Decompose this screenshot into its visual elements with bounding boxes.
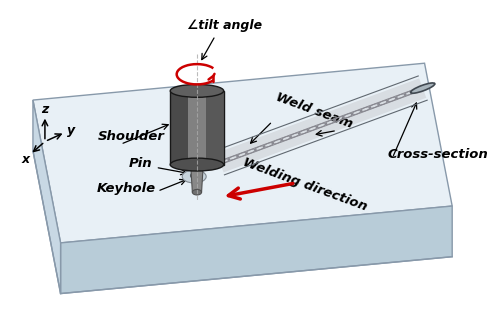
Polygon shape xyxy=(33,100,60,293)
Polygon shape xyxy=(33,63,452,243)
Text: Pin: Pin xyxy=(129,157,152,170)
Polygon shape xyxy=(170,91,224,165)
Text: Shoulder: Shoulder xyxy=(98,130,164,143)
Polygon shape xyxy=(60,206,452,293)
Text: Weld seam: Weld seam xyxy=(274,91,354,131)
Text: y: y xyxy=(66,124,75,137)
Text: z: z xyxy=(42,103,48,116)
Ellipse shape xyxy=(190,172,200,179)
Ellipse shape xyxy=(170,85,224,97)
Polygon shape xyxy=(188,91,206,165)
Text: Welding direction: Welding direction xyxy=(241,156,368,214)
Polygon shape xyxy=(216,78,426,172)
Text: Keyhole: Keyhole xyxy=(96,182,156,195)
Ellipse shape xyxy=(410,83,435,93)
Text: ∠tilt angle: ∠tilt angle xyxy=(187,19,262,32)
Ellipse shape xyxy=(192,189,202,195)
Text: Cross-section: Cross-section xyxy=(388,148,488,161)
Text: x: x xyxy=(22,152,30,166)
Polygon shape xyxy=(206,91,224,165)
Polygon shape xyxy=(190,162,203,192)
Ellipse shape xyxy=(170,158,224,171)
Ellipse shape xyxy=(182,170,206,183)
